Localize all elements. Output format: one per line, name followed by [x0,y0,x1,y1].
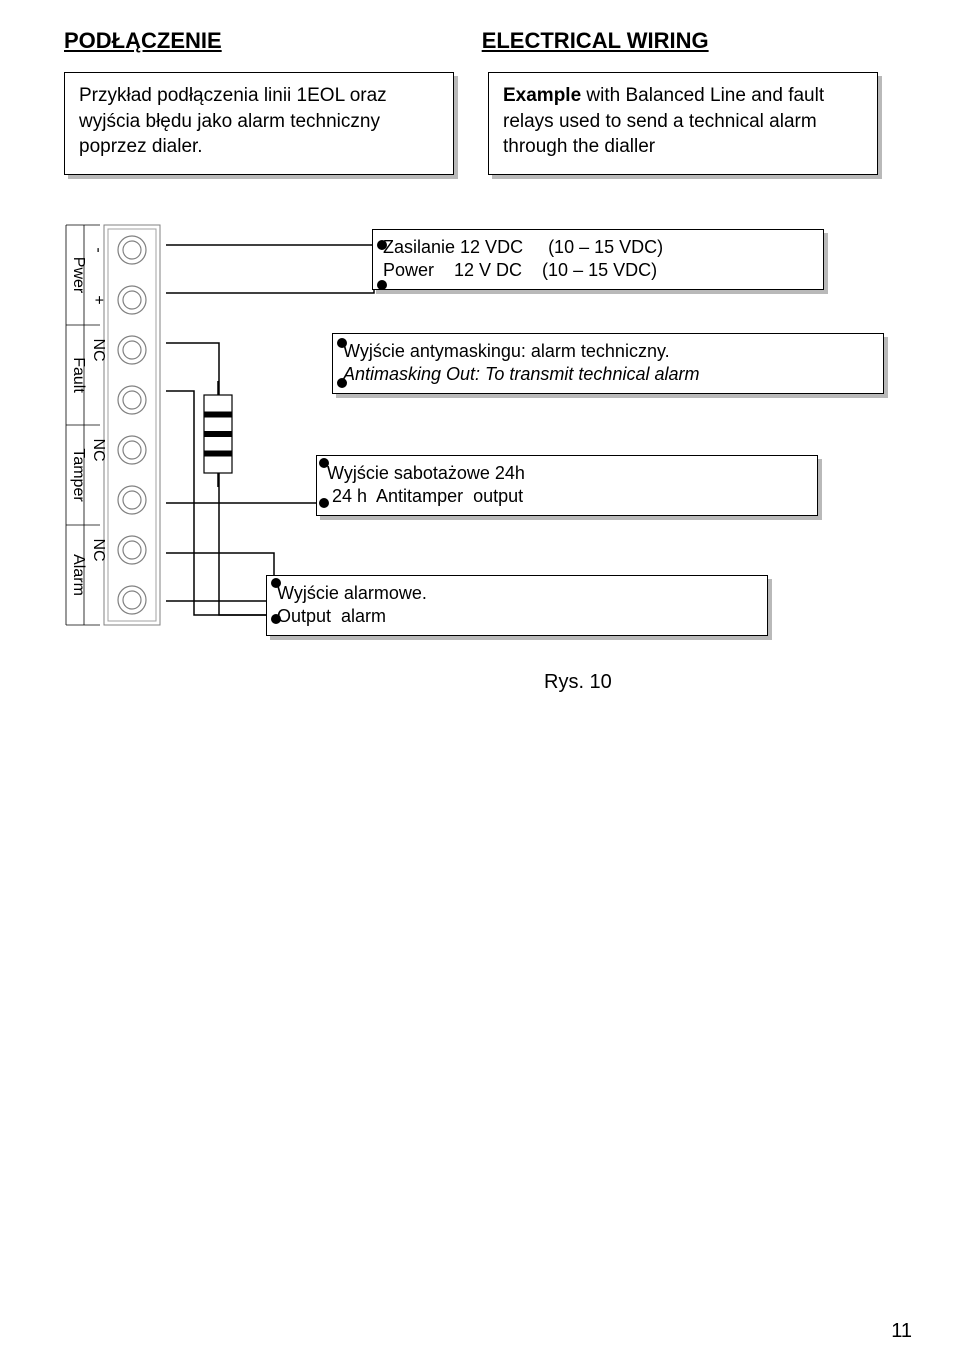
callout-box-1: Wyjście antymaskingu: alarm techniczny.A… [332,333,884,394]
callout-box-0: Zasilanie 12 VDC (10 – 15 VDC) Power 12 … [372,229,824,290]
intro-row: Przykład podłączenia linii 1EOL oraz wyj… [64,72,912,175]
intro-box-left: Przykład podłączenia linii 1EOL oraz wyj… [64,72,454,175]
callout-box-2: Wyjście sabotażowe 24h 24 h Antitamper o… [316,455,818,516]
page-number: 11 [891,1320,912,1343]
svg-text:+: + [90,295,107,304]
svg-text:NC: NC [90,538,107,561]
wire-endpoint-dot [377,240,387,250]
wiring-diagram: -+PwerNCFaultNCTamperNCAlarm Zasilanie 1… [44,215,884,635]
headings-row: PODŁĄCZENIE ELECTRICAL WIRING [64,28,912,54]
wire-endpoint-dot [377,280,387,290]
svg-text:Alarm: Alarm [70,554,87,596]
intro-right-lead: Example [503,85,581,106]
wire-endpoint-dot [337,378,347,388]
svg-text:-: - [90,247,107,252]
svg-text:Tamper: Tamper [70,448,87,502]
wire-endpoint-dot [337,338,347,348]
svg-text:NC: NC [90,438,107,461]
wire-endpoint-dot [319,458,329,468]
callout-box-3: Wyjście alarmowe. Output alarm [266,575,768,636]
heading-left: PODŁĄCZENIE [64,28,222,54]
svg-text:Pwer: Pwer [70,257,87,294]
wire-endpoint-dot [271,578,281,588]
figure-caption: Rys. 10 [544,671,912,694]
wire-endpoint-dot [271,614,281,624]
wire-endpoint-dot [319,498,329,508]
svg-text:Fault: Fault [70,357,87,393]
intro-box-right: Example with Balanced Line and fault rel… [488,72,878,175]
heading-right: ELECTRICAL WIRING [482,28,709,54]
svg-text:NC: NC [90,338,107,361]
callout-line2: Antimasking Out: To transmit technical a… [343,363,873,386]
page: PODŁĄCZENIE ELECTRICAL WIRING Przykład p… [0,0,960,1367]
callout-line1: Wyjście antymaskingu: alarm techniczny. [343,340,873,363]
